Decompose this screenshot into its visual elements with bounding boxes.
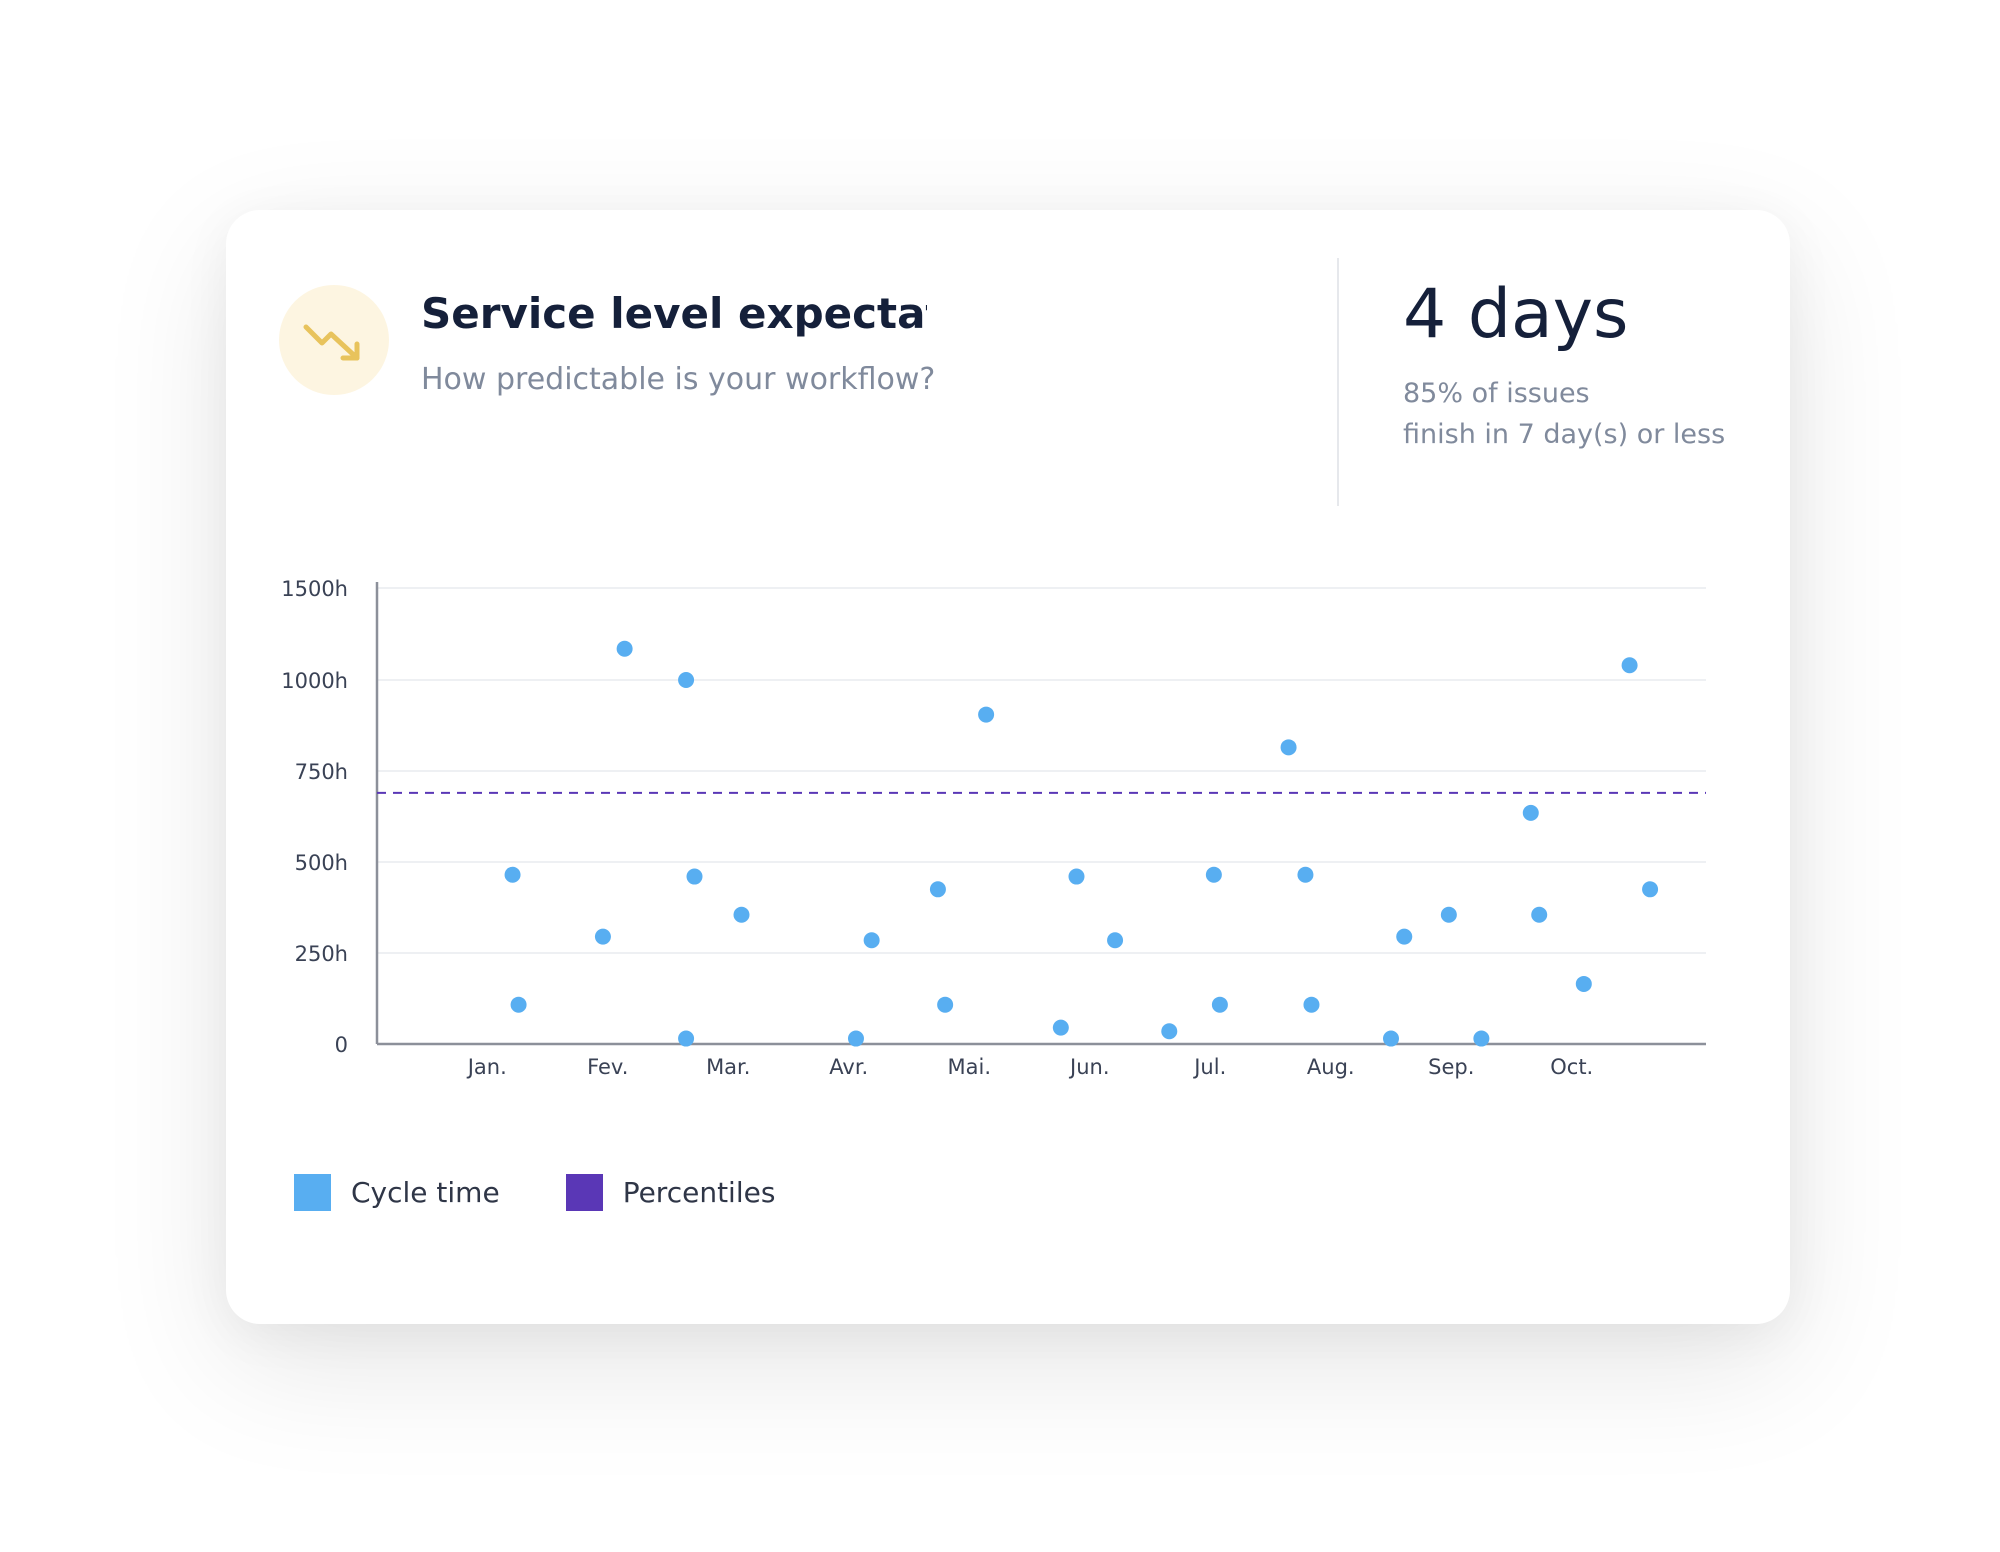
- legend-item[interactable]: Percentiles: [565, 1173, 776, 1211]
- cycle-time-point[interactable]: [1473, 1030, 1490, 1047]
- y-tick-label: 1000h: [281, 669, 348, 693]
- x-tick-label: Sep.: [1428, 1055, 1474, 1079]
- x-tick-label: Oct.: [1550, 1055, 1593, 1079]
- cycle-time-point[interactable]: [978, 706, 995, 723]
- chart-legend: Cycle time Percentiles: [294, 1172, 841, 1212]
- kpi-value: 4 days: [1403, 275, 1629, 354]
- x-tick-label: Mar.: [706, 1055, 750, 1079]
- cycle-time-scatter-chart: 0 250h 500h 750h 1000h 1500h Jan. Fev. Mar. Avr. M…: [281, 577, 1706, 1079]
- legend-swatch: [565, 1173, 603, 1211]
- cycle-time-point[interactable]: [1211, 996, 1228, 1013]
- legend-item[interactable]: Cycle time: [294, 1173, 500, 1211]
- legend-label: Cycle time: [351, 1175, 500, 1209]
- kpi-line-2: finish in 7 day(s) or less: [1403, 419, 1726, 450]
- cycle-time-point[interactable]: [504, 866, 521, 883]
- cycle-time-point[interactable]: [1522, 804, 1539, 821]
- cycle-time-point[interactable]: [1107, 932, 1124, 949]
- cycle-time-point[interactable]: [733, 906, 750, 923]
- cycle-time-point[interactable]: [1440, 906, 1457, 923]
- x-tick-label: Jul.: [1192, 1055, 1226, 1079]
- cycle-time-point[interactable]: [1396, 928, 1413, 945]
- y-tick-label: 0: [335, 1033, 348, 1057]
- cycle-time-point[interactable]: [1161, 1023, 1178, 1040]
- x-tick-label: Jan.: [466, 1055, 507, 1079]
- kpi-description: 85% of issues finish in 7 day(s) or less: [1403, 373, 1725, 455]
- cycle-time-point[interactable]: [847, 1030, 864, 1047]
- y-tick-label: 500h: [295, 851, 348, 875]
- cycle-time-point[interactable]: [1280, 739, 1297, 756]
- legend-swatch: [294, 1173, 331, 1211]
- y-tick-label: 250h: [295, 942, 348, 966]
- cycle-time-point[interactable]: [1621, 657, 1638, 674]
- y-tick-label: 750h: [295, 760, 348, 784]
- cycle-time-point[interactable]: [1205, 866, 1222, 883]
- cycle-time-point[interactable]: [686, 868, 703, 885]
- cycle-time-point[interactable]: [1068, 868, 1085, 885]
- cycle-time-point[interactable]: [616, 640, 633, 657]
- y-tick-label: 1500h: [281, 577, 348, 601]
- x-tick-label: Mai.: [948, 1055, 992, 1079]
- service-level-card: Service level expectation How predictabl…: [226, 210, 1790, 1324]
- header-divider: [1337, 258, 1339, 506]
- cycle-time-point[interactable]: [1297, 866, 1314, 883]
- cycle-time-point[interactable]: [929, 881, 946, 898]
- cycle-time-point[interactable]: [510, 996, 527, 1013]
- cycle-time-point[interactable]: [863, 932, 880, 949]
- kpi-line-1: 85% of issues: [1403, 378, 1590, 409]
- x-tick-label: Aug.: [1307, 1055, 1355, 1079]
- cycle-time-point[interactable]: [594, 928, 611, 945]
- cycle-time-point[interactable]: [1575, 975, 1592, 992]
- x-tick-label: Fev.: [587, 1055, 628, 1079]
- cycle-time-point[interactable]: [1383, 1030, 1399, 1047]
- cycle-time-point[interactable]: [678, 1030, 695, 1047]
- card-title: Service level expectation: [421, 289, 927, 338]
- cycle-time-point[interactable]: [1303, 996, 1320, 1013]
- cycle-time-point[interactable]: [1642, 881, 1659, 898]
- cycle-time-point[interactable]: [937, 996, 954, 1013]
- card-subtitle: How predictable is your workflow?: [421, 362, 936, 397]
- x-tick-label: Jun.: [1068, 1055, 1110, 1079]
- cycle-time-point[interactable]: [678, 672, 695, 688]
- x-tick-label: Avr.: [829, 1055, 868, 1079]
- cycle-time-point[interactable]: [1531, 906, 1548, 923]
- trending-down-icon: [279, 285, 389, 395]
- cycle-time-point[interactable]: [1052, 1019, 1069, 1036]
- legend-label: Percentiles: [622, 1175, 776, 1209]
